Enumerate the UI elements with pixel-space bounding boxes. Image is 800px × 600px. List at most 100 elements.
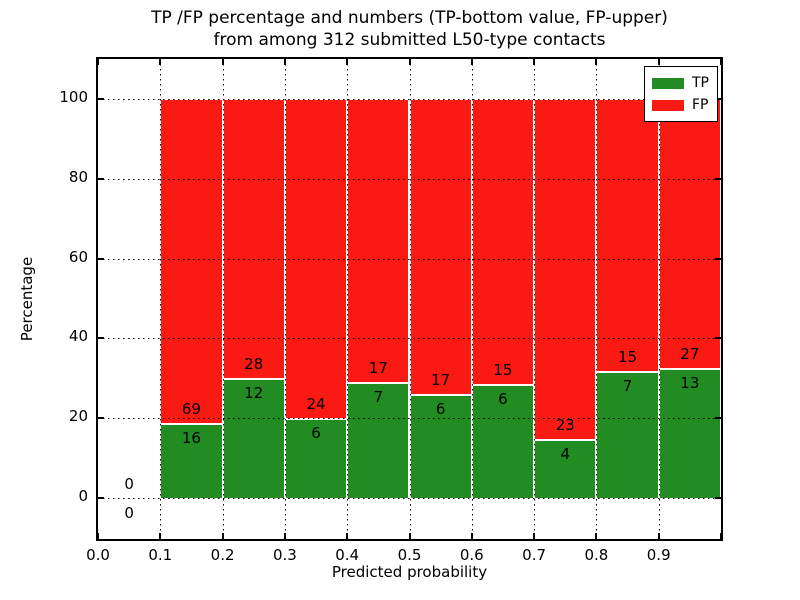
x-tick-label: 0.1 bbox=[148, 546, 173, 564]
x-tick-top bbox=[97, 59, 99, 65]
x-tick-top bbox=[533, 59, 536, 65]
tp-count-label: 13 bbox=[680, 374, 700, 393]
y-tick-right bbox=[715, 257, 721, 260]
gridline-vertical bbox=[409, 59, 411, 539]
bar-tp-segment bbox=[222, 378, 285, 498]
x-tick-label: 0.4 bbox=[335, 546, 360, 564]
fp-count-label: 17 bbox=[431, 370, 451, 389]
bar-fp-segment bbox=[471, 99, 535, 384]
legend-label-tp: TP bbox=[692, 75, 709, 91]
gridline-vertical bbox=[534, 59, 536, 539]
fp-swatch-icon bbox=[652, 99, 684, 111]
fp-count-label: 69 bbox=[181, 399, 201, 418]
bar-fp-segment bbox=[658, 99, 721, 369]
x-tick-top bbox=[283, 59, 286, 65]
bar-fp-segment bbox=[160, 99, 223, 423]
tp-count-label: 12 bbox=[244, 384, 264, 403]
legend: TP FP bbox=[644, 66, 718, 122]
bar-tp-segment bbox=[347, 381, 410, 498]
x-tick-label: 0.8 bbox=[584, 546, 609, 564]
y-tick-right bbox=[715, 337, 721, 340]
x-tick-top bbox=[595, 59, 598, 65]
x-tick-label: 0.9 bbox=[646, 546, 671, 564]
gridline-vertical bbox=[222, 59, 224, 539]
bar-tp-segment bbox=[658, 368, 721, 498]
x-tick-top bbox=[470, 59, 473, 65]
fp-count-label: 15 bbox=[493, 361, 513, 379]
x-tick-label: 0.2 bbox=[210, 546, 235, 564]
y-tick-right bbox=[715, 177, 721, 180]
gridline-vertical bbox=[284, 59, 286, 539]
chart-title: TP /FP percentage and numbers (TP-bottom… bbox=[98, 7, 721, 51]
tp-count-label: 6 bbox=[435, 399, 446, 418]
x-tick-top bbox=[408, 59, 411, 65]
bar-fp-segment bbox=[596, 99, 659, 372]
y-tick-left bbox=[98, 257, 104, 260]
gridline-vertical bbox=[347, 59, 349, 539]
x-tick-label: 0.6 bbox=[459, 546, 484, 564]
bar-tp-segment bbox=[471, 384, 535, 498]
x-tick-bottom bbox=[159, 533, 162, 539]
tp-swatch-icon bbox=[652, 77, 684, 89]
gridline-vertical bbox=[658, 59, 660, 539]
y-tick-right bbox=[715, 98, 721, 100]
x-axis-label: Predicted probability bbox=[331, 563, 488, 581]
bar-tp-segment bbox=[160, 422, 223, 498]
y-tick-left bbox=[98, 497, 104, 499]
y-tick-label: 60 bbox=[68, 247, 88, 266]
x-tick-bottom bbox=[283, 533, 286, 539]
x-tick-label: 0.7 bbox=[522, 546, 547, 564]
y-tick-label: 20 bbox=[68, 407, 88, 426]
x-tick-label: 0.5 bbox=[397, 546, 422, 564]
fp-count-label: 27 bbox=[680, 345, 700, 364]
x-tick-bottom bbox=[595, 533, 598, 539]
tp-count-label: 6 bbox=[311, 424, 321, 443]
fp-count-label: 15 bbox=[618, 348, 638, 367]
x-tick-bottom bbox=[346, 533, 349, 539]
bar-fp-segment bbox=[222, 99, 285, 379]
x-tick-bottom bbox=[408, 533, 411, 539]
legend-label-fp: FP bbox=[692, 97, 709, 113]
x-tick-label: 0.3 bbox=[272, 546, 297, 564]
bar-tp-segment bbox=[596, 371, 659, 498]
gridline-vertical bbox=[471, 59, 473, 539]
legend-entry-fp: FP bbox=[652, 94, 709, 116]
x-tick-bottom bbox=[97, 533, 99, 539]
fp-count-label: 0 bbox=[124, 475, 134, 493]
x-tick-bottom bbox=[720, 533, 722, 539]
fp-count-label: 24 bbox=[306, 395, 326, 414]
y-tick-right bbox=[715, 497, 721, 499]
y-tick-label: 0 bbox=[78, 487, 88, 505]
x-tick-top bbox=[657, 59, 660, 65]
y-tick-label: 40 bbox=[68, 327, 88, 346]
gridline-vertical bbox=[596, 59, 598, 539]
y-tick-label: 80 bbox=[68, 167, 88, 186]
bar-fp-segment bbox=[534, 99, 597, 439]
tp-count-label: 0 bbox=[124, 504, 134, 522]
x-tick-label: 0.0 bbox=[86, 546, 110, 564]
tp-count-label: 7 bbox=[622, 377, 633, 396]
y-tick-left bbox=[98, 98, 104, 100]
chart-title-line1: TP /FP percentage and numbers (TP-bottom… bbox=[151, 8, 668, 28]
legend-entry-tp: TP bbox=[652, 72, 709, 94]
y-tick-right bbox=[715, 417, 721, 420]
x-tick-top bbox=[720, 59, 722, 65]
x-tick-bottom bbox=[657, 533, 660, 539]
y-tick-label: 100 bbox=[59, 88, 88, 106]
tp-count-label: 6 bbox=[498, 390, 508, 408]
x-tick-top bbox=[346, 59, 349, 65]
tp-count-label: 4 bbox=[560, 444, 571, 463]
tp-count-label: 7 bbox=[373, 387, 384, 406]
x-tick-top bbox=[159, 59, 162, 65]
y-tick-left bbox=[98, 337, 104, 340]
plot-area: Percentage Predicted probability TP FP 0… bbox=[18, 57, 723, 581]
x-tick-bottom bbox=[221, 533, 224, 539]
gridline-vertical bbox=[160, 59, 162, 539]
fp-count-label: 23 bbox=[555, 415, 575, 434]
x-tick-bottom bbox=[470, 533, 473, 539]
bar-tp-segment bbox=[534, 438, 597, 498]
y-tick-left bbox=[98, 417, 104, 420]
fp-count-label: 17 bbox=[368, 358, 388, 377]
x-tick-top bbox=[221, 59, 224, 65]
